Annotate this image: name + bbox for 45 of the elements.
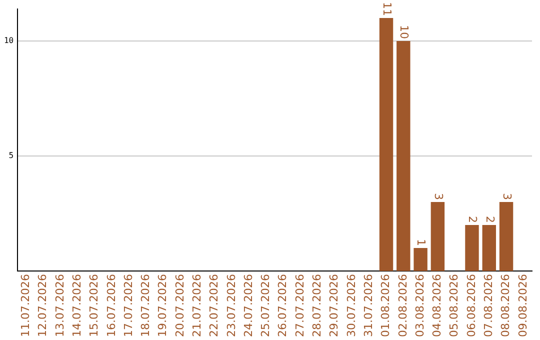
x-tick-label: 19.07.2026 (156, 274, 170, 338)
x-tick-label: 03.08.2026 (413, 274, 426, 338)
bar (414, 248, 428, 272)
x-tick-label: 16.07.2026 (104, 274, 118, 338)
bar (499, 202, 514, 272)
x-tick-label: 29.07.2026 (328, 274, 341, 338)
x-tick-label: 22.07.2026 (208, 274, 221, 338)
data-label: 3 (432, 193, 445, 200)
bar (379, 18, 394, 272)
bar (465, 225, 479, 272)
x-tick-label: 04.08.2026 (430, 274, 444, 338)
data-label: 2 (466, 216, 480, 224)
bar (396, 41, 410, 272)
x-tick-label: 05.08.2026 (448, 274, 461, 338)
x-tick-label: 11.07.2026 (19, 274, 32, 338)
x-tick-label: 12.07.2026 (36, 274, 50, 338)
y-tick-label: 5 (8, 151, 14, 160)
data-label: 11 (380, 2, 394, 16)
x-tick-label: 02.08.2026 (396, 274, 410, 338)
x-tick-label: 25.07.2026 (259, 274, 272, 338)
x-tick-label: 17.07.2026 (122, 274, 135, 338)
x-tick-label: 26.07.2026 (276, 274, 290, 338)
x-tick-label: 28.07.2026 (310, 274, 324, 338)
x-tick-label: 23.07.2026 (224, 274, 238, 338)
x-tick-label: 07.08.2026 (482, 274, 495, 338)
bar (482, 225, 496, 272)
bar (430, 202, 445, 272)
data-label: 3 (500, 193, 514, 200)
x-tick-label: 06.08.2026 (464, 274, 478, 338)
data-label: 1 (414, 239, 428, 246)
x-tick-label: 30.07.2026 (344, 274, 358, 338)
x-tick-label: 18.07.2026 (139, 274, 152, 338)
x-tick-label: 13.07.2026 (53, 274, 66, 338)
x-tick-label: 20.07.2026 (173, 274, 186, 338)
x-tick-label: 14.07.2026 (70, 274, 84, 338)
x-tick-label: 08.08.2026 (499, 274, 512, 338)
x-tick-label: 24.07.2026 (242, 274, 255, 338)
x-tick-label: 21.07.2026 (190, 274, 204, 338)
x-tick-label: 09.08.2026 (516, 274, 530, 338)
data-label: 2 (483, 216, 496, 224)
x-tick-label: 15.07.2026 (88, 274, 101, 338)
x-tick-label: 01.08.2026 (379, 274, 392, 338)
x-tick-label: 31.07.2026 (362, 274, 375, 338)
x-tick-label: 27.07.2026 (293, 274, 306, 338)
data-label: 10 (398, 25, 411, 39)
